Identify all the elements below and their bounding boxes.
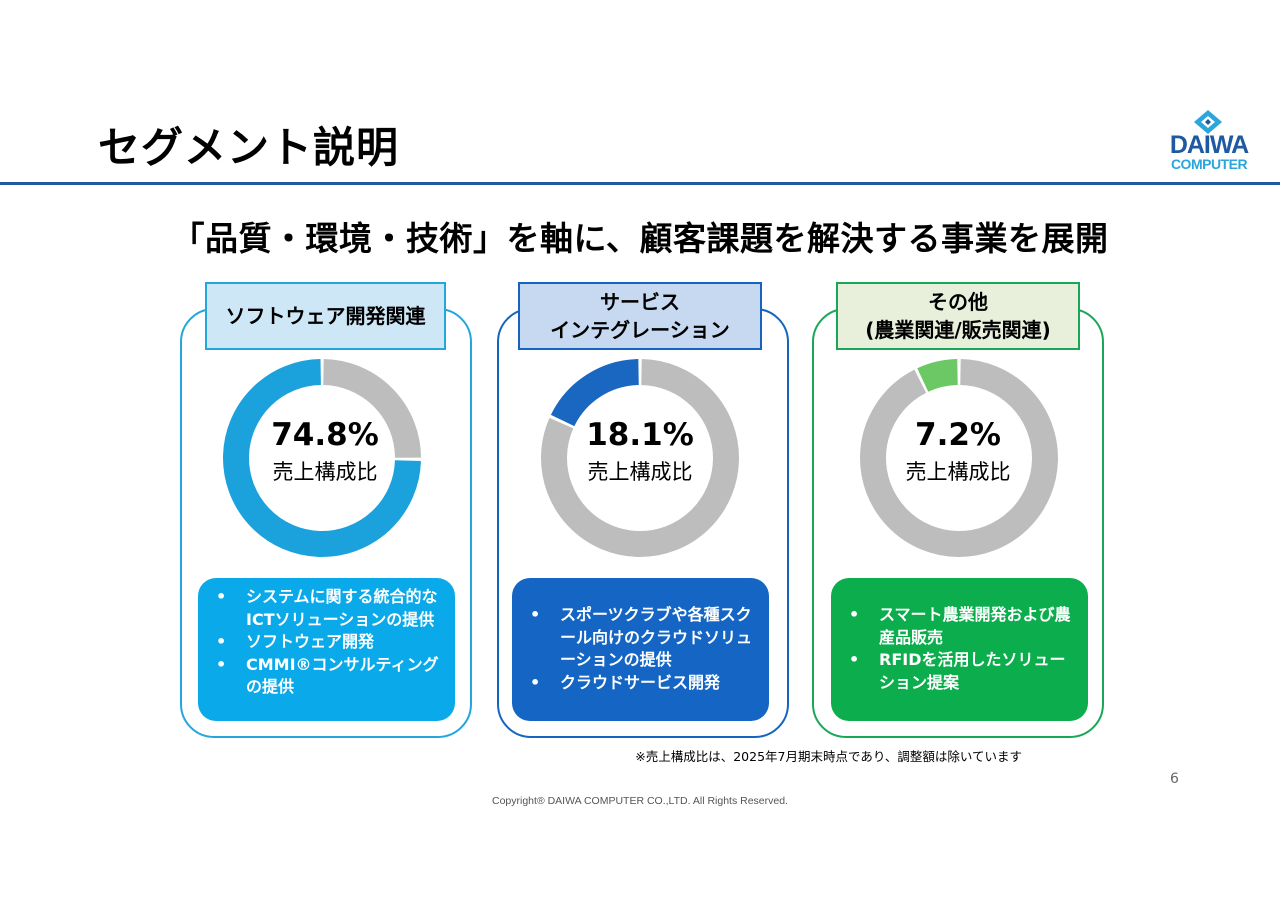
donut-remainder-arc	[860, 359, 1058, 557]
bullet-item: スポーツクラブや各種スクール向けのクラウドソリューションの提供	[530, 604, 757, 672]
footnote: ※売上構成比は、2025年7月期末時点であり、調整額は除いています	[635, 749, 1022, 764]
bullet-item: クラウドサービス開発	[530, 672, 757, 695]
segment-label-line: (農業関連/販売関連)	[865, 318, 1051, 342]
page-number: 6	[1170, 771, 1179, 787]
share-caption-other: 売上構成比	[905, 460, 1011, 484]
page-title: セグメント説明	[98, 123, 400, 172]
segment-label-other: その他 (農業関連/販売関連)	[836, 282, 1080, 350]
logo-brand-text: DAIWA	[1169, 131, 1249, 159]
donut-chart-si	[541, 358, 739, 557]
diamond-logo-icon	[1194, 110, 1222, 134]
share-percent-si: 18.1%	[586, 417, 694, 453]
logo-sub-text: COMPUTER	[1170, 156, 1248, 172]
share-caption-software: 売上構成比	[272, 460, 378, 484]
bullet-item: スマート農業開発および農産品販売	[849, 604, 1076, 649]
bullet-panel-other: スマート農業開発および農産品販売 RFIDを活用したソリューション提案	[831, 578, 1088, 721]
donut-chart-software	[223, 359, 421, 557]
headline: 「品質・環境・技術」を軸に、顧客課題を解決する事業を展開	[171, 219, 1109, 258]
donut-chart-other	[860, 359, 1058, 557]
copyright: Copyright® DAIWA COMPUTER CO.,LTD. All R…	[492, 795, 788, 807]
bullet-panel-si: スポーツクラブや各種スクール向けのクラウドソリューションの提供 クラウドサービス…	[512, 578, 769, 721]
donut-share-arc	[860, 359, 1058, 557]
bullet-item: RFIDを活用したソリューション提案	[849, 649, 1076, 694]
segment-label-line: ソフトウェア開発関連	[225, 304, 426, 328]
segment-label-line: その他	[928, 290, 988, 314]
share-percent-software: 74.8%	[271, 417, 379, 453]
donut-remainder-arc	[541, 359, 739, 557]
share-percent-other: 7.2%	[915, 417, 1001, 453]
company-logo: DAIWA COMPUTER	[1158, 110, 1260, 178]
header-divider	[0, 182, 1280, 185]
segment-label-software: ソフトウェア開発関連	[205, 282, 446, 350]
bullet-item: CMMI®コンサルティングの提供	[216, 654, 443, 699]
segment-label-si: サービス インテグレーション	[518, 282, 762, 350]
segment-label-line: サービス	[599, 290, 680, 314]
bullet-item: システムに関する統合的なICTソリューションの提供	[216, 586, 443, 631]
segment-label-line: インテグレーション	[550, 318, 730, 342]
bullet-panel-software: システムに関する統合的なICTソリューションの提供 ソフトウェア開発 CMMI®…	[198, 578, 455, 721]
bullet-item: ソフトウェア開発	[216, 631, 443, 654]
donut-share-arc	[541, 358, 739, 557]
share-caption-si: 売上構成比	[587, 460, 693, 484]
